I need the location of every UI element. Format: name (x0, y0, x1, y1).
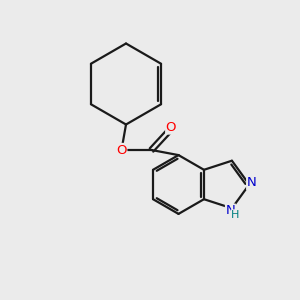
Text: O: O (166, 121, 176, 134)
Text: H: H (231, 210, 240, 220)
Text: N: N (226, 204, 235, 217)
Text: N: N (247, 176, 256, 190)
Text: O: O (116, 143, 127, 157)
